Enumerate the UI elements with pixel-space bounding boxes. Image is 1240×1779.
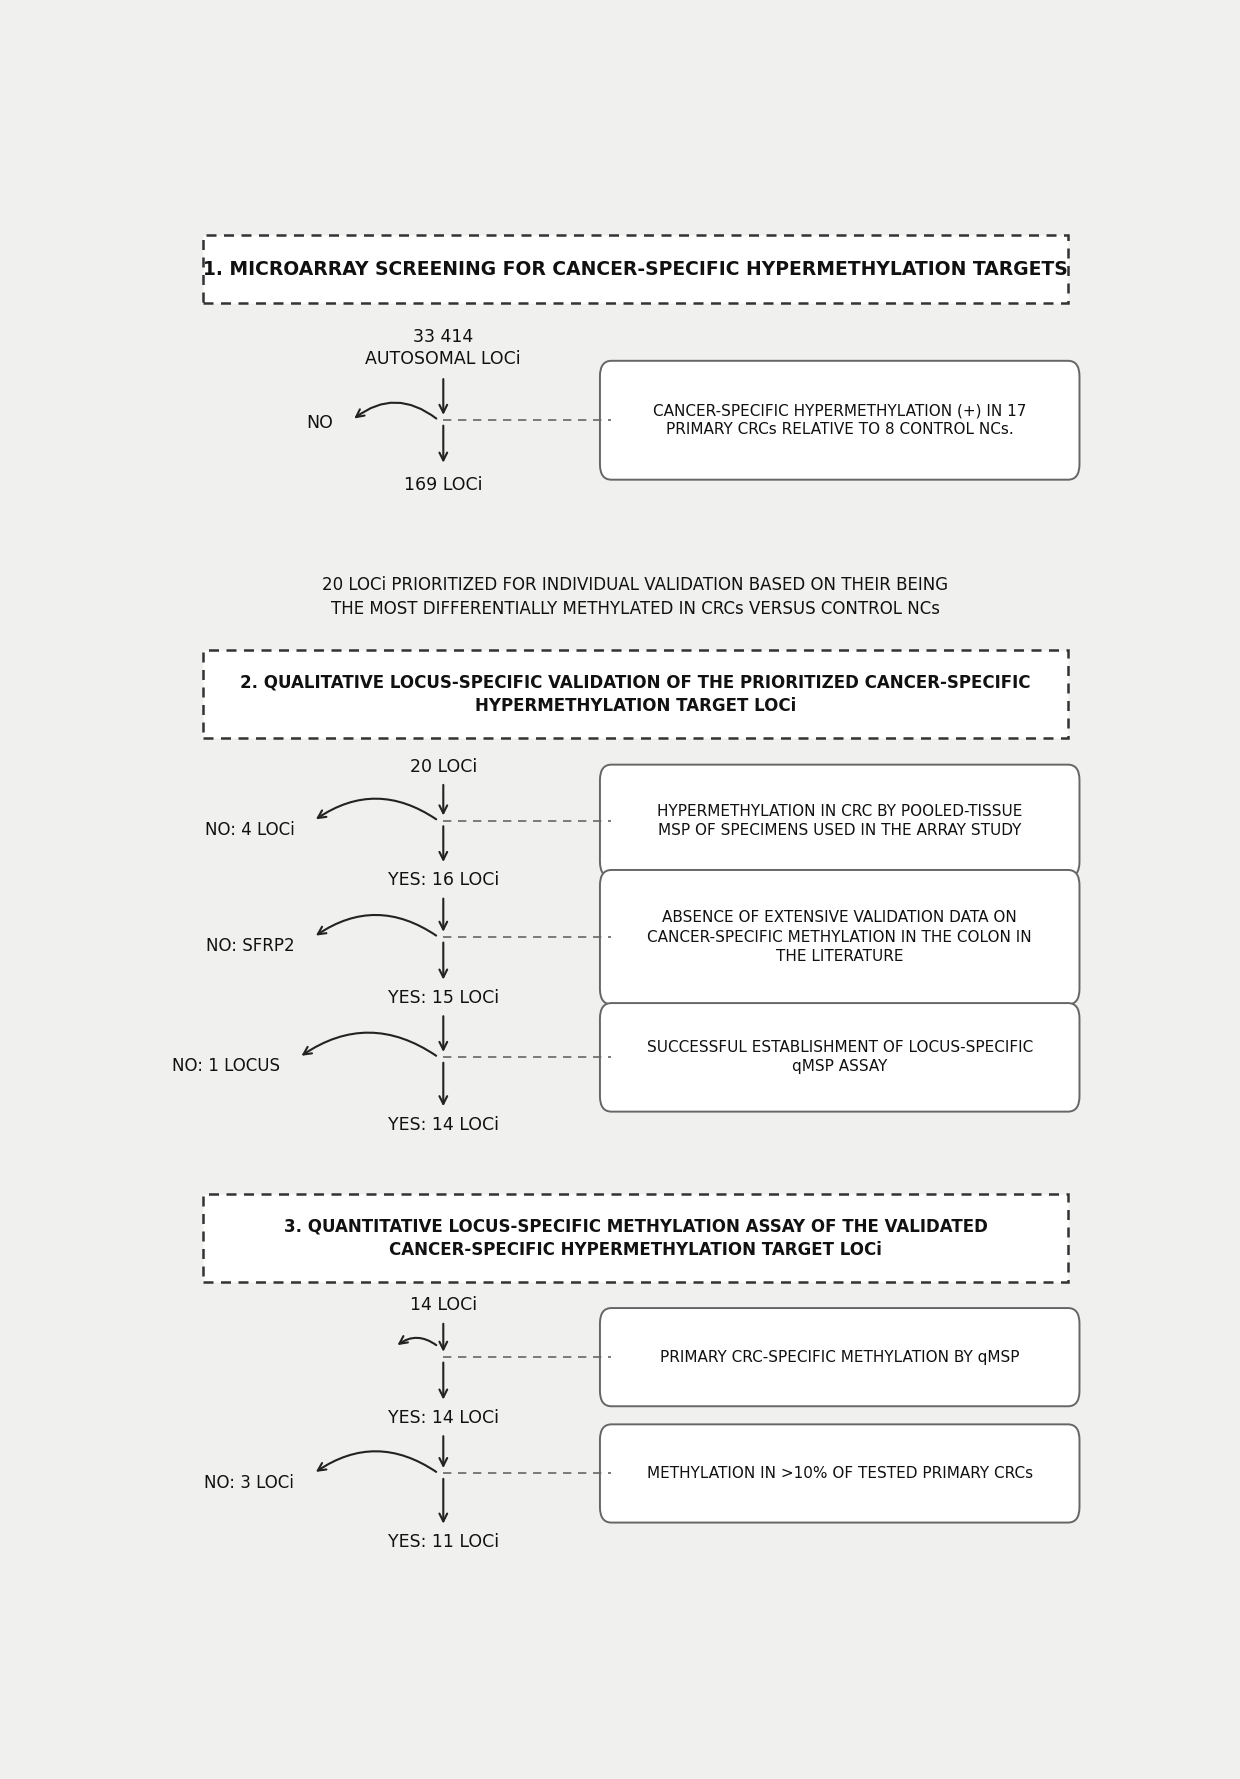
FancyBboxPatch shape (600, 361, 1080, 480)
Text: 3. QUANTITATIVE LOCUS-SPECIFIC METHYLATION ASSAY OF THE VALIDATED
CANCER-SPECIFI: 3. QUANTITATIVE LOCUS-SPECIFIC METHYLATI… (284, 1217, 987, 1260)
FancyBboxPatch shape (600, 870, 1080, 1005)
FancyBboxPatch shape (600, 1308, 1080, 1405)
FancyBboxPatch shape (203, 1194, 1068, 1283)
Text: 1. MICROARRAY SCREENING FOR CANCER-SPECIFIC HYPERMETHYLATION TARGETS: 1. MICROARRAY SCREENING FOR CANCER-SPECI… (203, 260, 1068, 279)
Text: NO: 1 LOCUS: NO: 1 LOCUS (172, 1057, 280, 1075)
Text: YES: 14 LOCi: YES: 14 LOCi (388, 1115, 498, 1133)
Text: PRIMARY CRC-SPECIFIC METHYLATION BY qMSP: PRIMARY CRC-SPECIFIC METHYLATION BY qMSP (660, 1350, 1019, 1364)
Text: 20 LOCi PRIORITIZED FOR INDIVIDUAL VALIDATION BASED ON THEIR BEING
THE MOST DIFF: 20 LOCi PRIORITIZED FOR INDIVIDUAL VALID… (322, 576, 949, 617)
Text: ABSENCE OF EXTENSIVE VALIDATION DATA ON
CANCER-SPECIFIC METHYLATION IN THE COLON: ABSENCE OF EXTENSIVE VALIDATION DATA ON … (647, 911, 1032, 964)
Text: 33 414
AUTOSOMAL LOCi: 33 414 AUTOSOMAL LOCi (366, 327, 521, 368)
Text: HYPERMETHYLATION IN CRC BY POOLED-TISSUE
MSP OF SPECIMENS USED IN THE ARRAY STUD: HYPERMETHYLATION IN CRC BY POOLED-TISSUE… (657, 804, 1023, 838)
Text: 2. QUALITATIVE LOCUS-SPECIFIC VALIDATION OF THE PRIORITIZED CANCER-SPECIFIC
HYPE: 2. QUALITATIVE LOCUS-SPECIFIC VALIDATION… (241, 674, 1030, 715)
Text: SUCCESSFUL ESTABLISHMENT OF LOCUS-SPECIFIC
qMSP ASSAY: SUCCESSFUL ESTABLISHMENT OF LOCUS-SPECIF… (646, 1041, 1033, 1075)
Text: NO: SFRP2: NO: SFRP2 (206, 938, 294, 955)
FancyBboxPatch shape (600, 1425, 1080, 1523)
FancyBboxPatch shape (203, 235, 1068, 302)
Text: YES: 11 LOCi: YES: 11 LOCi (388, 1533, 498, 1551)
Text: 20 LOCi: 20 LOCi (409, 758, 477, 776)
FancyBboxPatch shape (203, 651, 1068, 738)
Text: NO: 3 LOCi: NO: 3 LOCi (205, 1473, 294, 1491)
FancyBboxPatch shape (600, 765, 1080, 877)
Text: 14 LOCi: 14 LOCi (409, 1297, 477, 1315)
Text: NO: NO (306, 415, 332, 432)
Text: YES: 14 LOCi: YES: 14 LOCi (388, 1409, 498, 1427)
Text: CANCER-SPECIFIC HYPERMETHYLATION (+) IN 17
PRIMARY CRCs RELATIVE TO 8 CONTROL NC: CANCER-SPECIFIC HYPERMETHYLATION (+) IN … (653, 404, 1027, 438)
Text: YES: 16 LOCi: YES: 16 LOCi (388, 872, 498, 890)
Text: YES: 15 LOCi: YES: 15 LOCi (388, 989, 498, 1007)
Text: NO: 4 LOCi: NO: 4 LOCi (205, 820, 294, 840)
Text: 169 LOCi: 169 LOCi (404, 475, 482, 495)
Text: METHYLATION IN >10% OF TESTED PRIMARY CRCs: METHYLATION IN >10% OF TESTED PRIMARY CR… (646, 1466, 1033, 1480)
FancyBboxPatch shape (600, 1003, 1080, 1112)
